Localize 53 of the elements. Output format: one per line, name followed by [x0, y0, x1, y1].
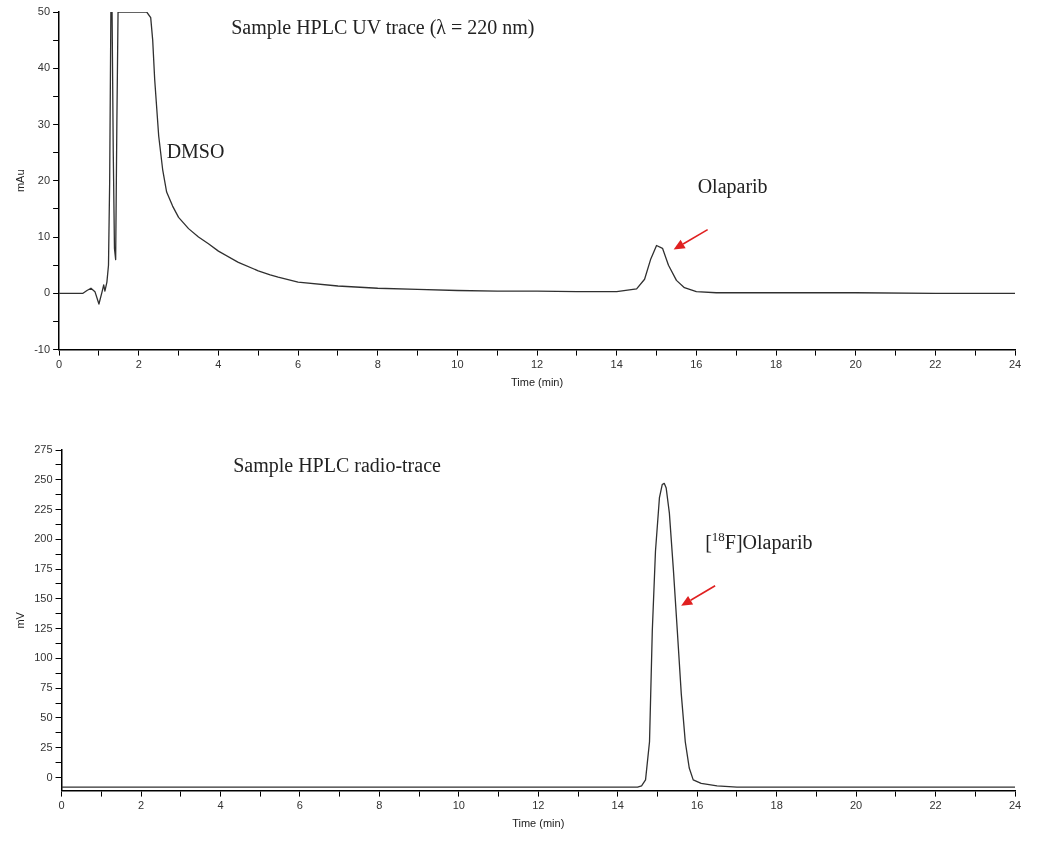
x-tick-label: 12	[532, 799, 545, 812]
x-tick-label: 0	[58, 799, 65, 812]
x-tick-label: 24	[1008, 799, 1022, 812]
x-tick-label: 14	[611, 799, 624, 812]
y-tick-label: 125	[34, 621, 53, 634]
x-tick-label: 10	[451, 358, 464, 371]
x-tick-label: 12	[530, 358, 544, 371]
x-tick-label: 20	[849, 358, 862, 371]
y-tick-label: 100	[34, 651, 53, 664]
y-tick-label: 175	[34, 562, 53, 575]
y-tick-label: 50	[37, 5, 51, 18]
y-tick-label: -10	[34, 342, 51, 355]
y-axis-title: mAu	[13, 169, 26, 193]
x-tick-label: 4	[217, 799, 224, 812]
y-tick-label: 40	[37, 61, 51, 74]
y-tick-label: 30	[37, 117, 51, 130]
x-tick-label: 2	[137, 799, 145, 812]
x-tick-label: 6	[295, 358, 302, 371]
chart-title: Sample HPLC UV trace (λ = 220 nm)	[231, 16, 535, 39]
y-tick-label: 275	[34, 443, 53, 456]
x-tick-label: 2	[135, 358, 142, 371]
y-axis-title: mV	[13, 611, 26, 629]
x-tick-label: 16	[691, 799, 704, 812]
annotation: Olaparib	[697, 174, 768, 198]
annotation: DMSO	[166, 140, 225, 163]
y-tick-label: 10	[37, 230, 51, 243]
x-tick-label: 14	[610, 358, 623, 371]
x-axis-title: Time (min)	[512, 817, 565, 830]
x-tick-label: 10	[452, 799, 465, 812]
y-tick-label: 225	[34, 502, 53, 515]
x-tick-label: 22	[929, 358, 942, 371]
y-tick-label: 75	[40, 681, 53, 694]
x-tick-label: 18	[769, 358, 783, 371]
x-tick-label: 16	[690, 358, 703, 371]
y-tick-label: 200	[34, 532, 53, 545]
y-tick-label: 25	[40, 740, 53, 753]
y-tick-label: 20	[37, 173, 51, 186]
x-tick-label: 0	[56, 358, 63, 371]
y-tick-label: 0	[46, 770, 53, 783]
y-tick-label: 0	[43, 286, 51, 299]
x-tick-label: 24	[1008, 358, 1022, 371]
x-axis-title: Time (min)	[510, 376, 564, 389]
x-tick-label: 20	[849, 799, 863, 812]
y-tick-label: 150	[34, 591, 53, 604]
x-tick-label: 8	[374, 358, 381, 371]
x-tick-label: 8	[376, 799, 383, 812]
y-tick-label: 250	[34, 472, 53, 485]
x-tick-label: 4	[215, 358, 222, 371]
x-tick-label: 6	[296, 799, 303, 812]
x-tick-label: 22	[929, 799, 942, 812]
chart-title: Sample HPLC radio-trace	[233, 454, 442, 477]
x-tick-label: 18	[770, 799, 783, 812]
y-tick-label: 50	[40, 710, 53, 723]
